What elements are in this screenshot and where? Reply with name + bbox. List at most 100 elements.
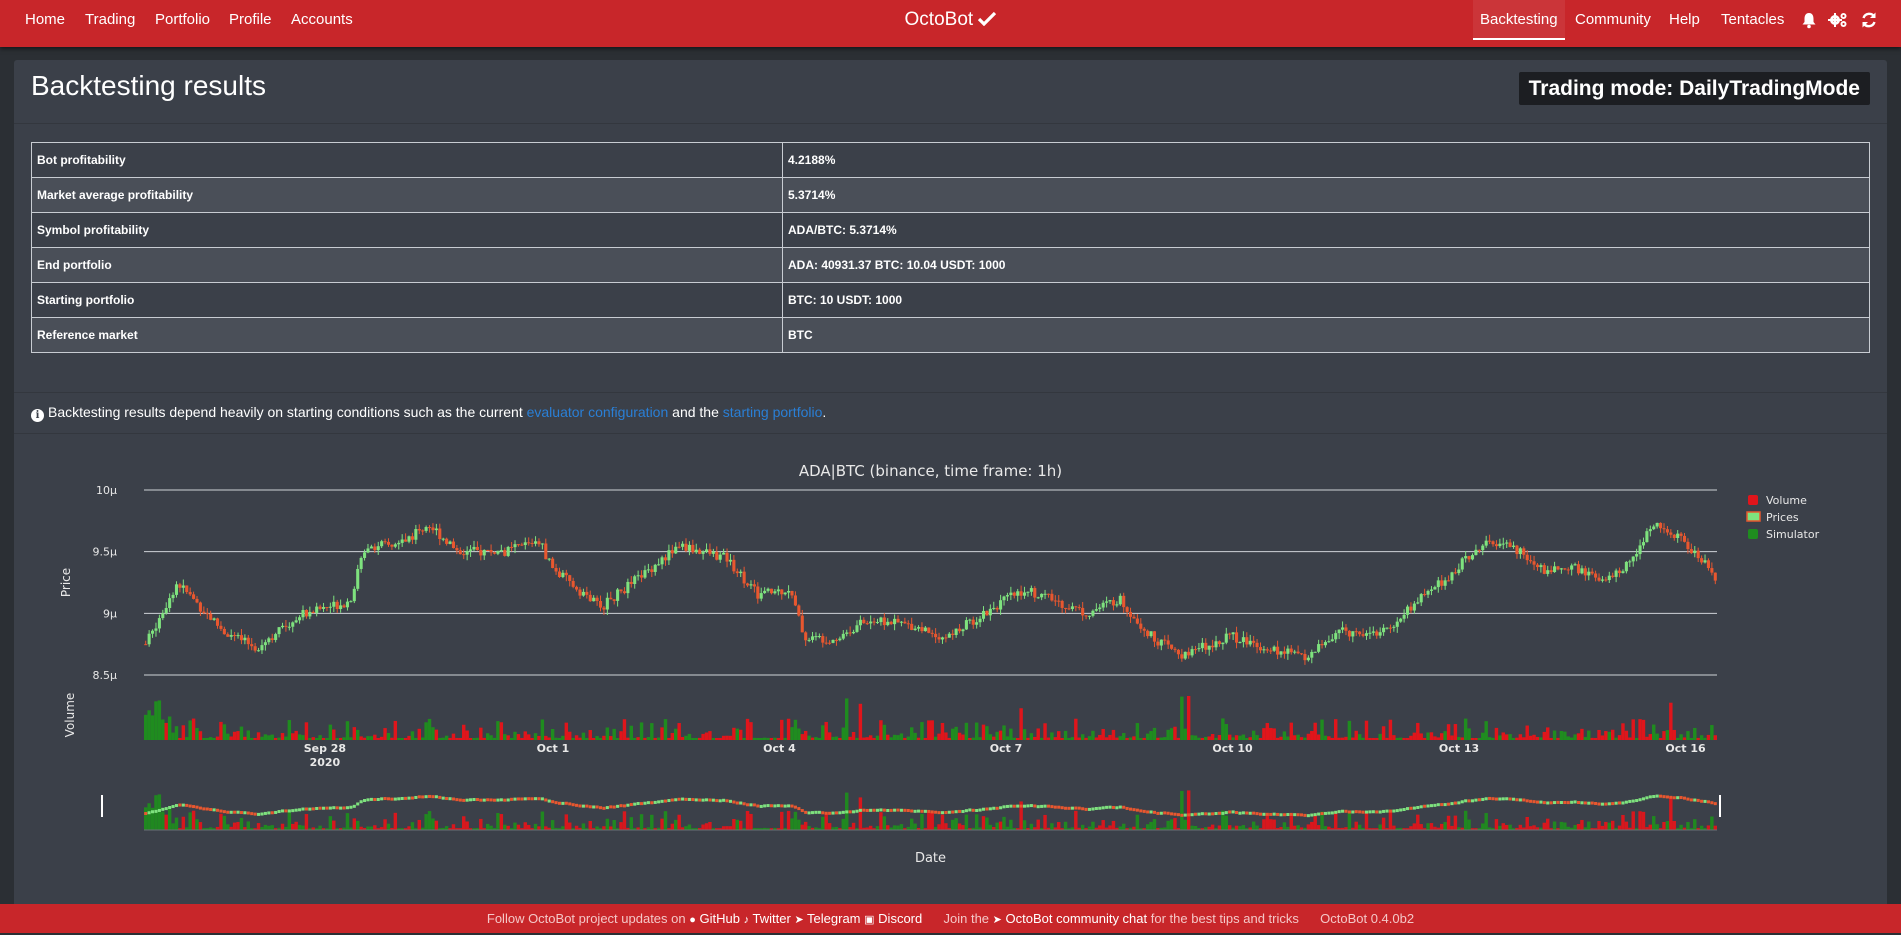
volume-bar <box>1186 695 1191 740</box>
candle <box>1320 644 1324 646</box>
candle <box>198 602 202 612</box>
navigator-volume-bar <box>957 823 962 830</box>
candle <box>1012 592 1016 596</box>
nav-tentacles[interactable]: Tentacles <box>1721 11 1785 28</box>
evaluator-configuration-link[interactable]: evaluator configuration <box>526 404 669 420</box>
navigator-candle <box>605 806 609 810</box>
navigator-volume-bar <box>1617 825 1622 830</box>
candle <box>277 627 281 635</box>
volume-bar <box>670 733 675 740</box>
twitter-link[interactable]: ♪ Twitter <box>744 911 791 926</box>
nav-home[interactable]: Home <box>25 11 66 28</box>
candle <box>1016 591 1020 596</box>
telegram-link[interactable]: ➤ Telegram <box>794 911 860 926</box>
navigator-candle <box>1559 801 1563 805</box>
price-chart[interactable]: ADA|BTC (binance, time frame: 1h)10μ9.5μ… <box>14 450 1887 905</box>
candle <box>619 589 623 592</box>
volume-bar <box>1675 737 1680 740</box>
bell-icon[interactable] <box>1800 11 1818 29</box>
x-tick-label: Sep 28 <box>304 742 346 755</box>
navigator-volume-bar <box>1262 819 1266 830</box>
volume-bar <box>1125 737 1129 740</box>
navigator-group <box>144 790 1717 830</box>
volume-bar <box>448 737 452 740</box>
navigator-candle <box>1296 813 1300 817</box>
volume-bar <box>817 737 822 740</box>
cogs-icon[interactable] <box>1828 11 1848 29</box>
volume-bar <box>1453 724 1458 740</box>
candle <box>1505 542 1509 544</box>
candle <box>1241 637 1245 643</box>
volume-bar <box>1002 725 1006 740</box>
navigator-volume-bar <box>1067 828 1071 830</box>
navigator-volume-bar <box>732 819 736 830</box>
y-tick-label: 10μ <box>96 484 117 497</box>
volume-bar <box>362 737 367 740</box>
navigator-volume-bar <box>872 828 876 830</box>
navigator-volume-bar <box>1409 826 1413 830</box>
navigator-volume-bar <box>280 823 285 830</box>
volume-bar <box>1231 737 1235 740</box>
volume-axis-label: Volume <box>63 693 77 738</box>
navigator-volume-bar <box>1111 820 1116 830</box>
navigator-volume-bar <box>1583 827 1588 830</box>
nav-help[interactable]: Help <box>1669 11 1700 28</box>
volume-bar <box>1200 737 1205 740</box>
candle <box>1392 626 1396 628</box>
volume-bar <box>1624 730 1629 740</box>
volume-bar <box>1641 719 1646 740</box>
navigator-volume-bar <box>301 825 305 830</box>
navigator-candle <box>1046 804 1051 808</box>
candle <box>592 597 596 602</box>
candle <box>1641 542 1646 546</box>
volume-bar <box>1084 737 1088 740</box>
volume-bar <box>1210 734 1215 740</box>
discord-link[interactable]: ▣ Discord <box>864 911 922 926</box>
volume-bar <box>1419 733 1423 740</box>
navigator-volume-bar <box>834 826 839 830</box>
navigator-candle <box>923 809 927 813</box>
volume-bar <box>373 734 377 740</box>
nav-profile[interactable]: Profile <box>229 11 272 28</box>
starting-portfolio-link[interactable]: starting portfolio <box>722 404 823 420</box>
sync-icon[interactable] <box>1860 11 1878 29</box>
candle <box>407 536 411 542</box>
nav-portfolio[interactable]: Portfolio <box>155 11 211 28</box>
candle <box>602 607 606 610</box>
navigator-candle <box>906 808 910 812</box>
volume-bar <box>1474 738 1478 740</box>
nav-trading[interactable]: Trading <box>85 11 136 28</box>
navigator-candle <box>1652 795 1656 799</box>
candle <box>807 639 811 641</box>
nav-backtesting[interactable]: Backtesting <box>1473 0 1565 40</box>
volume-bar <box>581 732 586 740</box>
volume-bar <box>1357 734 1362 740</box>
navigator-volume-bar <box>1641 811 1646 830</box>
navigator-candle <box>646 801 650 805</box>
candle <box>164 608 168 614</box>
navigator-candle <box>1597 802 1601 806</box>
navigator-volume-bar <box>1518 824 1523 830</box>
navigator-volume-bar <box>1699 825 1704 830</box>
navigator-candle <box>321 806 326 810</box>
github-link[interactable]: ● GitHub <box>689 911 740 926</box>
navigator-volume-bar <box>431 818 435 830</box>
volume-bar <box>1504 734 1509 740</box>
navigator-volume-bar <box>680 827 685 830</box>
navigator-volume-bar <box>1600 825 1605 830</box>
candle <box>981 610 986 619</box>
navigator-volume-bar <box>314 828 319 830</box>
candle <box>212 618 216 620</box>
navigator-candle <box>1641 797 1646 801</box>
navigator-candle <box>469 798 473 802</box>
brand-link[interactable]: OctoBot <box>905 9 997 30</box>
volume-bar <box>862 737 866 740</box>
navigator-candle <box>1002 805 1006 809</box>
community-chat-link[interactable]: ➤ OctoBot community chat <box>993 911 1147 926</box>
nav-community[interactable]: Community <box>1575 11 1651 28</box>
nav-accounts[interactable]: Accounts <box>291 11 353 28</box>
candle <box>1245 637 1249 645</box>
navigator-volume-bar <box>427 811 432 830</box>
navigator-candle <box>756 804 760 808</box>
candle <box>448 541 452 544</box>
